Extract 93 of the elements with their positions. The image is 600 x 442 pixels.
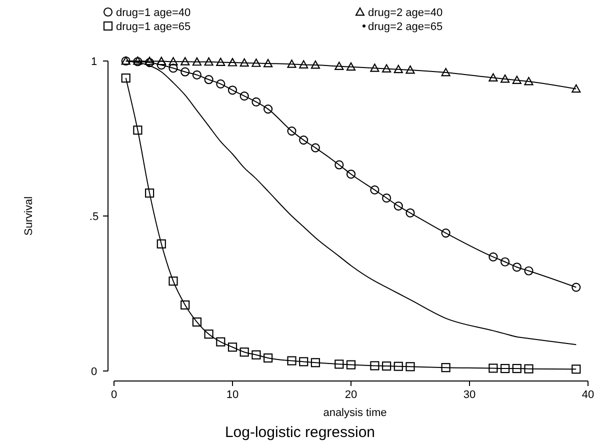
- point: [192, 70, 202, 80]
- point: [121, 74, 130, 83]
- point: [156, 56, 166, 66]
- point: [370, 361, 380, 370]
- point: [204, 75, 214, 84]
- legend-label: drug=1 age=65: [116, 20, 191, 33]
- point: [488, 252, 498, 262]
- point: [488, 73, 498, 82]
- point: [394, 64, 403, 74]
- point: [240, 58, 249, 67]
- point: [287, 356, 296, 366]
- point: [299, 60, 308, 68]
- point: [406, 362, 415, 372]
- point: [500, 74, 510, 83]
- legend-label: drug=2 age=40: [368, 6, 443, 19]
- point: [168, 64, 178, 73]
- y-axis-title: Survival: [23, 196, 35, 236]
- point: [310, 358, 320, 368]
- point: [346, 170, 356, 179]
- point: [310, 143, 320, 152]
- point: [406, 208, 415, 218]
- x-tick-label: 40: [582, 389, 594, 401]
- text: Log-logistic regression: [224, 424, 376, 441]
- point: [370, 185, 380, 195]
- point: [572, 364, 581, 374]
- point: [299, 136, 308, 145]
- point: [168, 57, 178, 66]
- point: [346, 360, 356, 370]
- point: [228, 86, 238, 95]
- point: [204, 330, 214, 339]
- point: [512, 364, 522, 374]
- point: [240, 91, 249, 101]
- point: [500, 257, 510, 266]
- point: [287, 126, 296, 136]
- point: [228, 342, 238, 352]
- y-tick-label: 1: [90, 56, 98, 68]
- point: [228, 58, 238, 66]
- point: [310, 60, 320, 69]
- point: [180, 300, 190, 310]
- point: [145, 188, 154, 198]
- point: [168, 276, 178, 286]
- point: [252, 58, 261, 67]
- point: [264, 353, 273, 363]
- point: [180, 67, 190, 76]
- point: [204, 57, 214, 66]
- x-tick-label: 0: [110, 389, 118, 401]
- point: [572, 84, 581, 93]
- y-tick-label: .5: [89, 210, 99, 223]
- point: [264, 104, 273, 114]
- point: [394, 202, 403, 211]
- point: [524, 364, 534, 374]
- point: [133, 126, 142, 135]
- point: [334, 160, 344, 170]
- point: [156, 239, 166, 248]
- point: [524, 266, 534, 276]
- point: [287, 60, 296, 68]
- point: [216, 58, 226, 66]
- point: [441, 68, 450, 76]
- point: [500, 364, 510, 374]
- point: [370, 64, 380, 72]
- point: [264, 58, 273, 68]
- point: [299, 357, 308, 366]
- point: [252, 97, 261, 106]
- point: [252, 350, 261, 360]
- x-tick-label: 30: [463, 389, 476, 401]
- point: [441, 228, 450, 238]
- legend-label: drug=1 age=40: [116, 6, 191, 19]
- x-axis-title: analysis time: [323, 407, 387, 419]
- point: [512, 76, 522, 84]
- point: [406, 65, 415, 74]
- point: [240, 348, 249, 357]
- point: [334, 360, 344, 369]
- point: [488, 364, 498, 373]
- point: [394, 362, 403, 371]
- legend-label: drug=2 age=65: [368, 20, 443, 33]
- point: [382, 193, 392, 203]
- point: [180, 57, 190, 66]
- point: [346, 62, 356, 71]
- point: [145, 56, 154, 66]
- x-tick-label: 20: [344, 389, 358, 401]
- x-tick-label: 10: [226, 389, 239, 401]
- point: [512, 262, 522, 272]
- point: [382, 64, 392, 72]
- point: [192, 57, 202, 66]
- point: [216, 337, 226, 346]
- point: [216, 79, 226, 88]
- point: [524, 76, 534, 86]
- point: [334, 62, 344, 70]
- point: [192, 317, 202, 327]
- point: [441, 363, 450, 372]
- point: [382, 361, 392, 371]
- y-tick-label: 0: [90, 366, 98, 378]
- point: [572, 282, 581, 292]
